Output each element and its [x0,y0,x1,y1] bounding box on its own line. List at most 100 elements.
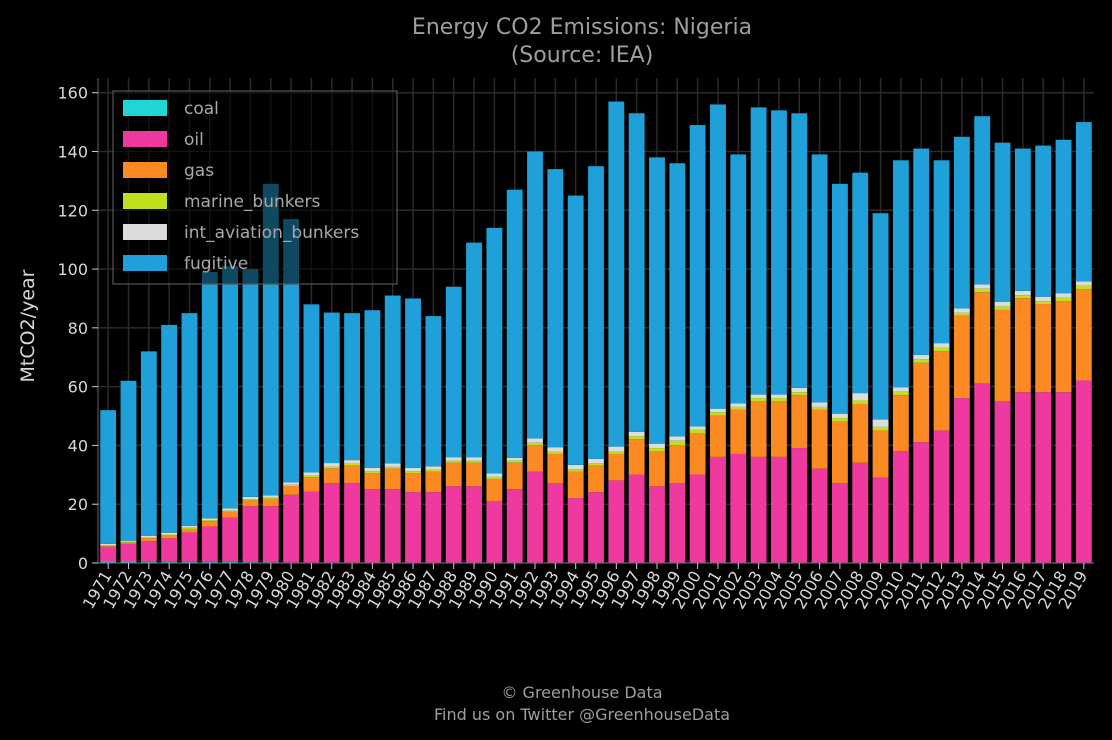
bar-marine_bunkers-2010 [892,391,909,396]
y-tick-label: 60 [68,378,88,397]
bar-oil-2002 [730,453,747,563]
bar-fugitive-1983 [344,313,361,461]
bar-fugitive-2010 [892,160,909,388]
bar-fugitive-2009 [872,213,889,420]
bar-fugitive-1994 [567,195,584,465]
y-tick-label: 160 [57,84,88,103]
bar-marine_bunkers-1971 [100,545,117,546]
bar-fugitive-2007 [831,183,848,414]
bar-marine_bunkers-2014 [974,288,991,293]
bar-int_aviation_bunkers-1973 [140,535,157,538]
bar-fugitive-2019 [1075,122,1092,282]
bar-oil-2012 [933,430,950,563]
bar-gas-1985 [384,468,401,490]
bar-fugitive-2004 [771,110,787,395]
bar-marine_bunkers-2005 [791,392,808,396]
bar-marine_bunkers-1983 [344,463,361,466]
bar-int_aviation_bunkers-2008 [852,393,869,401]
bar-int_aviation_bunkers-1975 [181,525,198,528]
bar-oil-2014 [974,383,991,563]
bar-marine_bunkers-1998 [649,448,665,452]
bar-fugitive-1976 [201,272,218,519]
bar-oil-1984 [364,489,381,563]
bar-fugitive-1977 [222,266,239,509]
bar-int_aviation_bunkers-2017 [1035,296,1052,302]
bar-oil-1979 [262,506,279,563]
bar-int_aviation_bunkers-1971 [100,543,117,546]
bar-int_aviation_bunkers-1992 [527,438,543,443]
bar-int_aviation_bunkers-2007 [831,413,848,419]
y-tick-label: 120 [57,201,88,220]
bar-gas-1978 [242,500,259,507]
bar-gas-1990 [486,478,503,501]
bar-oil-1986 [405,492,421,563]
bar-int_aviation_bunkers-2005 [791,387,808,393]
bar-int_aviation_bunkers-1993 [547,447,564,452]
bar-int_aviation_bunkers-2006 [811,402,828,407]
axes: 0204060801001201401601971197219731974197… [57,78,1094,612]
legend-swatch-marine_bunkers [123,193,167,209]
legend: coal oil gas marine_bunkers int_aviation_bun… [112,90,398,285]
bar-gas-1986 [405,473,421,493]
bar-marine_bunkers-1985 [384,466,401,469]
footer-copyright: © Greenhouse Data [501,683,662,702]
bar-gas-1997 [628,439,645,475]
bar-gas-1972 [120,542,137,544]
bar-marine_bunkers-2017 [1035,301,1052,305]
bar-fugitive-1997 [628,113,645,432]
bar-int_aviation_bunkers-1994 [567,464,584,470]
bar-marine_bunkers-1972 [120,541,137,543]
bar-oil-2008 [852,462,869,563]
bar-fugitive-1989 [466,242,482,458]
legend-label-fugitive: fugitive [184,254,248,274]
bar-int_aviation_bunkers-1995 [588,458,604,464]
bar-gas-1983 [344,465,361,484]
legend-label-marine_bunkers: marine_bunkers [184,192,320,212]
bar-gas-2009 [872,430,889,478]
bar-int_aviation_bunkers-1979 [262,495,279,498]
bar-oil-1971 [100,546,117,562]
bar-gas-1989 [466,462,482,487]
bar-marine_bunkers-1974 [161,534,178,536]
bar-fugitive-1972 [120,380,137,541]
bar-oil-1990 [486,500,503,563]
y-tick-label: 100 [57,260,88,279]
bar-oil-2019 [1075,380,1092,563]
bar-oil-1981 [303,491,320,563]
bar-marine_bunkers-1991 [506,460,523,463]
legend-box [112,90,398,285]
bar-oil-1999 [669,483,686,563]
bar-int_aviation_bunkers-2019 [1075,281,1092,286]
bar-oil-1983 [344,483,361,563]
bar-gas-2003 [750,401,767,457]
bar-marine_bunkers-1978 [242,499,259,501]
bar-gas-1974 [161,535,178,539]
y-axis-label: MtCO2/year [17,269,39,382]
bar-marine_bunkers-2001 [710,412,726,416]
bar-oil-2016 [1014,392,1031,563]
bar-gas-2002 [730,409,747,454]
bar-gas-1995 [588,465,604,493]
bar-int_aviation_bunkers-1998 [649,443,665,449]
bar-gas-1971 [100,545,117,547]
bar-marine_bunkers-1982 [323,466,340,469]
chart-subtitle: (Source: IEA) [511,43,654,68]
bar-marine_bunkers-1973 [140,537,157,539]
bar-fugitive-2014 [974,116,991,285]
bar-marine_bunkers-1976 [201,520,218,522]
bar-coal-1971 [100,561,117,563]
bar-marine_bunkers-1997 [628,436,645,440]
bar-fugitive-2013 [953,136,970,309]
bar-gas-2006 [811,409,828,469]
bars [100,101,1092,563]
bar-int_aviation_bunkers-2011 [913,354,930,360]
bar-marine_bunkers-1981 [303,475,320,478]
legend-swatch-coal [123,100,167,116]
bar-int_aviation_bunkers-2014 [974,284,991,289]
bar-int_aviation_bunkers-2013 [953,308,970,313]
bar-fugitive-2003 [750,107,767,395]
bar-gas-2004 [771,401,787,457]
bar-int_aviation_bunkers-2002 [730,403,747,407]
bar-gas-1979 [262,498,279,507]
bar-marine_bunkers-2006 [811,406,828,410]
